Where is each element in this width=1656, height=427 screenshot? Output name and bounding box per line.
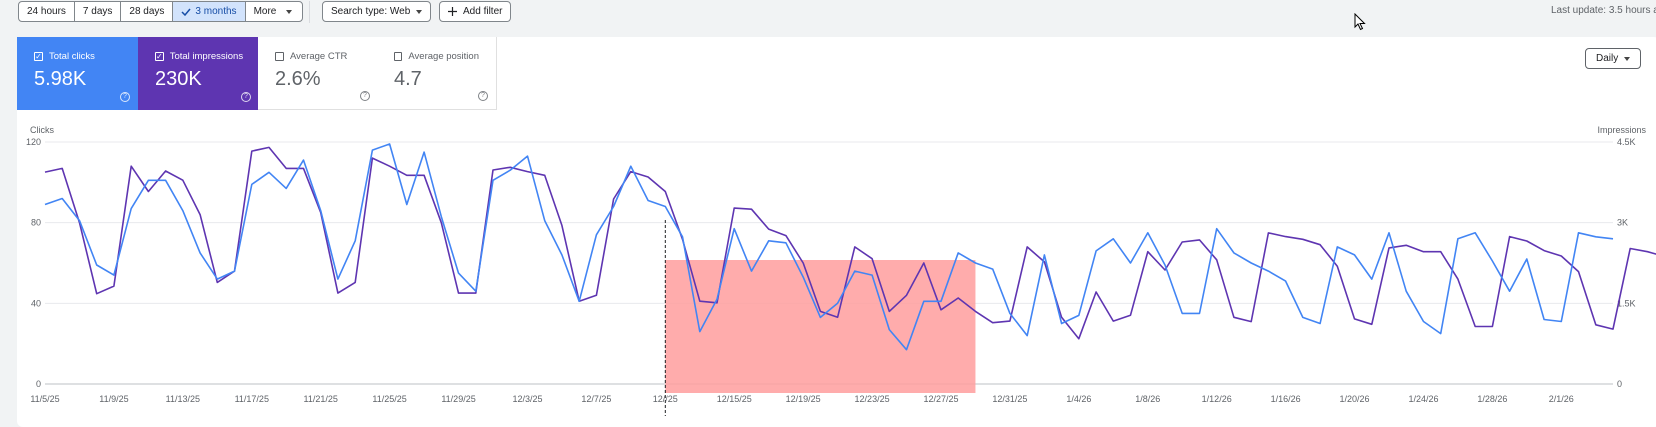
metric-label: Average CTR	[290, 51, 348, 62]
x-tick-label: 1/24/26	[1408, 394, 1438, 404]
granularity-dropdown[interactable]: Daily	[1585, 48, 1642, 69]
add-filter-label: Add filter	[463, 6, 503, 17]
toolbar-divider	[309, 1, 310, 23]
date-range-selector: 24 hours 7 days 28 days 3 months More	[18, 1, 304, 22]
x-tick-label: 12/31/25	[992, 394, 1027, 404]
checkbox-unchecked-icon[interactable]	[394, 52, 403, 61]
metric-average-position[interactable]: Average position 4.7 ?	[377, 37, 497, 110]
x-tick-label: 1/8/26	[1135, 394, 1160, 404]
x-tick-label: 12/3/25	[512, 394, 542, 404]
chevron-down-icon	[416, 9, 423, 14]
range-24-hours[interactable]: 24 hours	[19, 2, 75, 21]
x-tick-label: 11/13/25	[166, 394, 200, 404]
y-left-tick-label: 80	[31, 218, 41, 228]
help-icon[interactable]: ?	[360, 91, 370, 101]
search-type-label: Search type: Web	[331, 6, 411, 17]
x-tick-label: 11/9/25	[99, 394, 128, 404]
x-tick-label: 1/4/26	[1066, 394, 1091, 404]
y-right-tick-label: 3K	[1617, 218, 1628, 228]
x-tick-label: 12//25	[653, 394, 678, 404]
impressions-series-line	[44, 146, 1656, 340]
x-tick-label: 12/23/25	[855, 394, 890, 404]
metric-total-impressions[interactable]: ✓ Total impressions 230K ?	[138, 37, 259, 110]
y-right-tick-label: 0	[1617, 379, 1622, 389]
metric-value: 230K	[155, 68, 202, 90]
x-tick-label: 1/16/26	[1271, 394, 1301, 404]
performance-chart[interactable]: 0 40 80 120 0 1.5K 3K 4.5K Clicks Impressions 11/5…	[0, 120, 1656, 416]
range-label: 3 months	[195, 6, 237, 17]
metric-value: 5.98K	[34, 68, 87, 90]
metric-label: Total clicks	[49, 51, 95, 62]
chevron-down-icon	[1624, 56, 1631, 61]
top-toolbar: 24 hours 7 days 28 days 3 months More Se…	[0, 0, 1656, 30]
metric-label: Average position	[408, 51, 479, 62]
checkbox-checked-icon[interactable]: ✓	[34, 51, 43, 61]
x-tick-label: 2/1/26	[1549, 394, 1574, 404]
x-tick-label: 12/27/25	[923, 394, 958, 404]
metric-average-ctr[interactable]: Average CTR 2.6% ?	[258, 37, 379, 110]
y-right-tick-label: 4.5K	[1617, 137, 1636, 147]
x-tick-label: 11/17/25	[235, 394, 269, 404]
y-right-tick-label: 1.5K	[1617, 298, 1636, 308]
y-left-tick-label: 0	[36, 379, 41, 389]
help-icon[interactable]: ?	[241, 92, 251, 102]
metric-value: 4.7	[394, 68, 422, 90]
x-tick-label: 11/5/25	[30, 394, 59, 404]
checkbox-checked-icon[interactable]: ✓	[155, 51, 164, 61]
range-7-days[interactable]: 7 days	[75, 2, 122, 21]
metric-total-clicks[interactable]: ✓ Total clicks 5.98K ?	[17, 37, 138, 110]
x-tick-label: 1/28/26	[1477, 394, 1507, 404]
x-tick-label: 1/12/26	[1202, 394, 1232, 404]
help-icon[interactable]: ?	[120, 92, 130, 102]
add-filter-button[interactable]: Add filter	[439, 1, 512, 22]
x-tick-label: 12/7/25	[581, 394, 611, 404]
checkmark-icon	[181, 8, 191, 16]
clicks-series-line	[44, 143, 1614, 351]
plus-icon	[448, 7, 457, 16]
y-left-tick-label: 40	[31, 298, 41, 308]
metric-value: 2.6%	[275, 68, 321, 90]
range-label: 28 days	[129, 6, 165, 17]
x-tick-label: 11/25/25	[372, 394, 406, 404]
x-tick-label: 12/19/25	[786, 394, 821, 404]
x-tick-label: 1/20/26	[1340, 394, 1370, 404]
selection-range	[665, 260, 976, 393]
range-28-days[interactable]: 28 days	[121, 2, 174, 21]
range-label: 7 days	[82, 6, 113, 17]
range-more-dropdown[interactable]: More	[246, 2, 303, 21]
y-right-axis-label: Impressions	[1597, 125, 1646, 135]
checkbox-unchecked-icon[interactable]	[275, 52, 284, 61]
range-label: More	[253, 6, 277, 17]
search-type-dropdown[interactable]: Search type: Web	[322, 1, 432, 22]
x-tick-label: 11/29/25	[441, 394, 475, 404]
x-tick-label: 11/21/25	[304, 394, 338, 404]
granularity-label: Daily	[1596, 53, 1619, 64]
x-tick-label: 12/15/25	[717, 394, 752, 404]
y-left-axis-label: Clicks	[30, 125, 54, 135]
last-update-text: Last update: 3.5 hours a	[1551, 5, 1656, 16]
mouse-cursor-icon	[1354, 13, 1366, 31]
metric-label: Total impressions	[169, 51, 244, 62]
chevron-down-icon	[286, 9, 293, 14]
range-3-months[interactable]: 3 months	[173, 2, 246, 21]
help-icon[interactable]: ?	[478, 91, 488, 101]
y-left-tick-label: 120	[26, 137, 41, 147]
range-label: 24 hours	[27, 6, 66, 17]
